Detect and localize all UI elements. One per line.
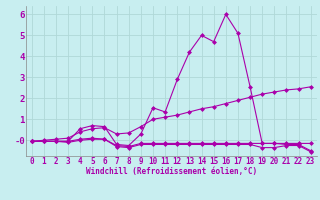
X-axis label: Windchill (Refroidissement éolien,°C): Windchill (Refroidissement éolien,°C) <box>86 167 257 176</box>
